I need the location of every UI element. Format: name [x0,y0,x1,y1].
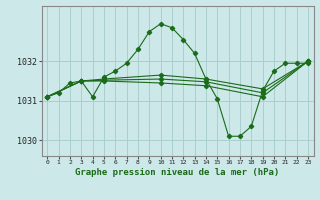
X-axis label: Graphe pression niveau de la mer (hPa): Graphe pression niveau de la mer (hPa) [76,168,280,177]
